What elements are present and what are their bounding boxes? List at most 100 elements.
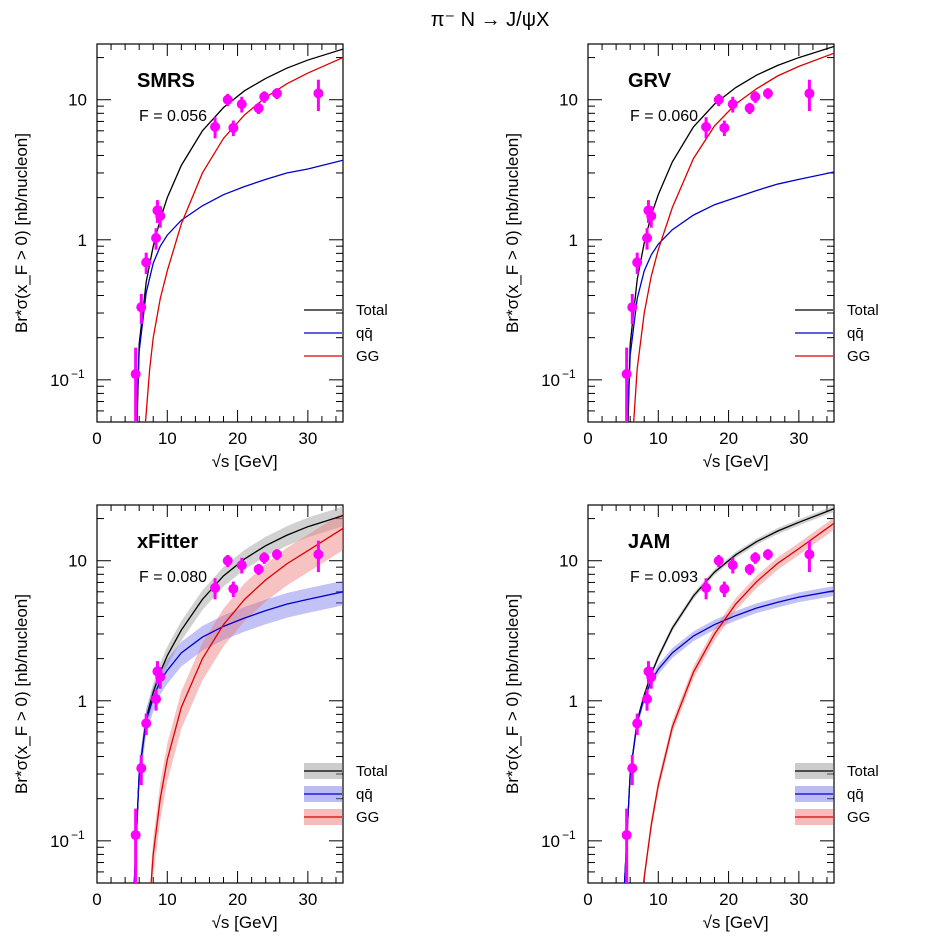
data-point <box>804 88 815 99</box>
data-point <box>642 693 653 704</box>
x-tick-label: 20 <box>719 429 738 448</box>
data-point <box>632 718 643 729</box>
data-point <box>136 763 147 774</box>
data-point <box>155 210 166 221</box>
series-line-GG <box>150 527 343 883</box>
legend-label: qq̄ <box>356 325 373 342</box>
y-tick-label: 10 <box>559 552 578 571</box>
data-point <box>727 560 738 571</box>
x-tick-label: 20 <box>228 890 247 909</box>
y-tick-label: 1 <box>78 231 87 250</box>
data-point <box>762 88 773 99</box>
data-point <box>701 582 712 593</box>
x-tick-label: 20 <box>719 890 738 909</box>
plot-area <box>130 48 343 422</box>
data-point <box>744 103 755 114</box>
panel-name: SMRS <box>137 70 195 92</box>
data-point <box>236 99 247 110</box>
legend-label: GG <box>356 348 379 365</box>
series-line-GG <box>633 52 834 422</box>
x-tick-label: 10 <box>158 890 177 909</box>
x-axis-title: √s [GeV] <box>703 913 769 932</box>
plot-frame <box>587 43 835 423</box>
x-tick-label: 0 <box>583 890 592 909</box>
data-point <box>141 257 152 268</box>
panel-name: JAM <box>628 531 670 553</box>
data-point <box>646 671 657 682</box>
legend-label: Total <box>847 302 879 319</box>
x-tick-label: 30 <box>298 429 317 448</box>
y-tick-label: 1 <box>569 231 578 250</box>
data-point <box>222 555 233 566</box>
data-point <box>141 718 152 729</box>
data-point <box>228 583 239 594</box>
data-point <box>713 94 724 105</box>
plot-frame <box>587 504 835 884</box>
data-point <box>259 91 270 102</box>
legend-label: qq̄ <box>847 325 864 342</box>
plot-area <box>621 45 834 422</box>
data-point <box>222 94 233 105</box>
data-point <box>253 564 264 575</box>
data-point <box>155 671 166 682</box>
x-axis-title: √s [GeV] <box>703 452 769 471</box>
x-tick-label: 10 <box>649 429 668 448</box>
y-tick-label: 10 <box>68 91 87 110</box>
y-tick-exponent: −1 <box>71 828 85 842</box>
panel-fvalue: F = 0.080 <box>139 569 207 586</box>
x-tick-label: 0 <box>92 890 101 909</box>
legend-label: Total <box>847 763 879 780</box>
legend-label: qq̄ <box>847 786 864 803</box>
panel-name: xFitter <box>137 531 198 553</box>
x-tick-label: 0 <box>92 429 101 448</box>
x-axis-title: √s [GeV] <box>212 452 278 471</box>
data-point <box>627 302 638 313</box>
y-tick-exponent: −1 <box>562 828 576 842</box>
data-point <box>313 549 324 560</box>
plot-frame <box>96 43 344 423</box>
y-tick-label: 1 <box>78 692 87 711</box>
data-point <box>210 582 221 593</box>
x-tick-label: 10 <box>158 429 177 448</box>
y-axis-title: Br*σ(x_F > 0) [nb/nucleon] <box>503 133 522 333</box>
y-axis-title: Br*σ(x_F > 0) [nb/nucleon] <box>12 133 31 333</box>
data-point <box>210 121 221 132</box>
data-point <box>727 99 738 110</box>
series-line-qq̄ <box>623 590 834 883</box>
band-qq̄ <box>624 586 834 883</box>
legend-label: Total <box>356 763 388 780</box>
data-point <box>804 549 815 560</box>
y-tick-exponent: −1 <box>562 367 576 381</box>
data-point <box>130 830 141 841</box>
legend-label: Total <box>356 302 388 319</box>
panel-fvalue: F = 0.056 <box>139 108 207 125</box>
legend-label: GG <box>847 348 870 365</box>
series-line-qq̄ <box>626 171 834 422</box>
legend-label: GG <box>847 809 870 826</box>
x-axis-title: √s [GeV] <box>212 913 278 932</box>
y-tick-exponent: −1 <box>71 367 85 381</box>
band-qq̄ <box>134 580 343 883</box>
data-point <box>271 88 282 99</box>
y-tick-label: 10 <box>541 832 560 851</box>
data-point <box>701 121 712 132</box>
series-line-GG <box>642 522 834 883</box>
data-point <box>621 830 632 841</box>
panel-name: GRV <box>628 70 672 92</box>
data-point <box>136 302 147 313</box>
x-tick-label: 30 <box>789 429 808 448</box>
legend-label: qq̄ <box>356 786 373 803</box>
data-point <box>151 232 162 243</box>
legend-label: GG <box>356 809 379 826</box>
series-line-GG <box>144 56 343 422</box>
data-point <box>719 122 730 133</box>
panel-fvalue: F = 0.060 <box>630 108 698 125</box>
data-point <box>228 122 239 133</box>
x-tick-label: 30 <box>298 890 317 909</box>
y-tick-label: 10 <box>541 371 560 390</box>
